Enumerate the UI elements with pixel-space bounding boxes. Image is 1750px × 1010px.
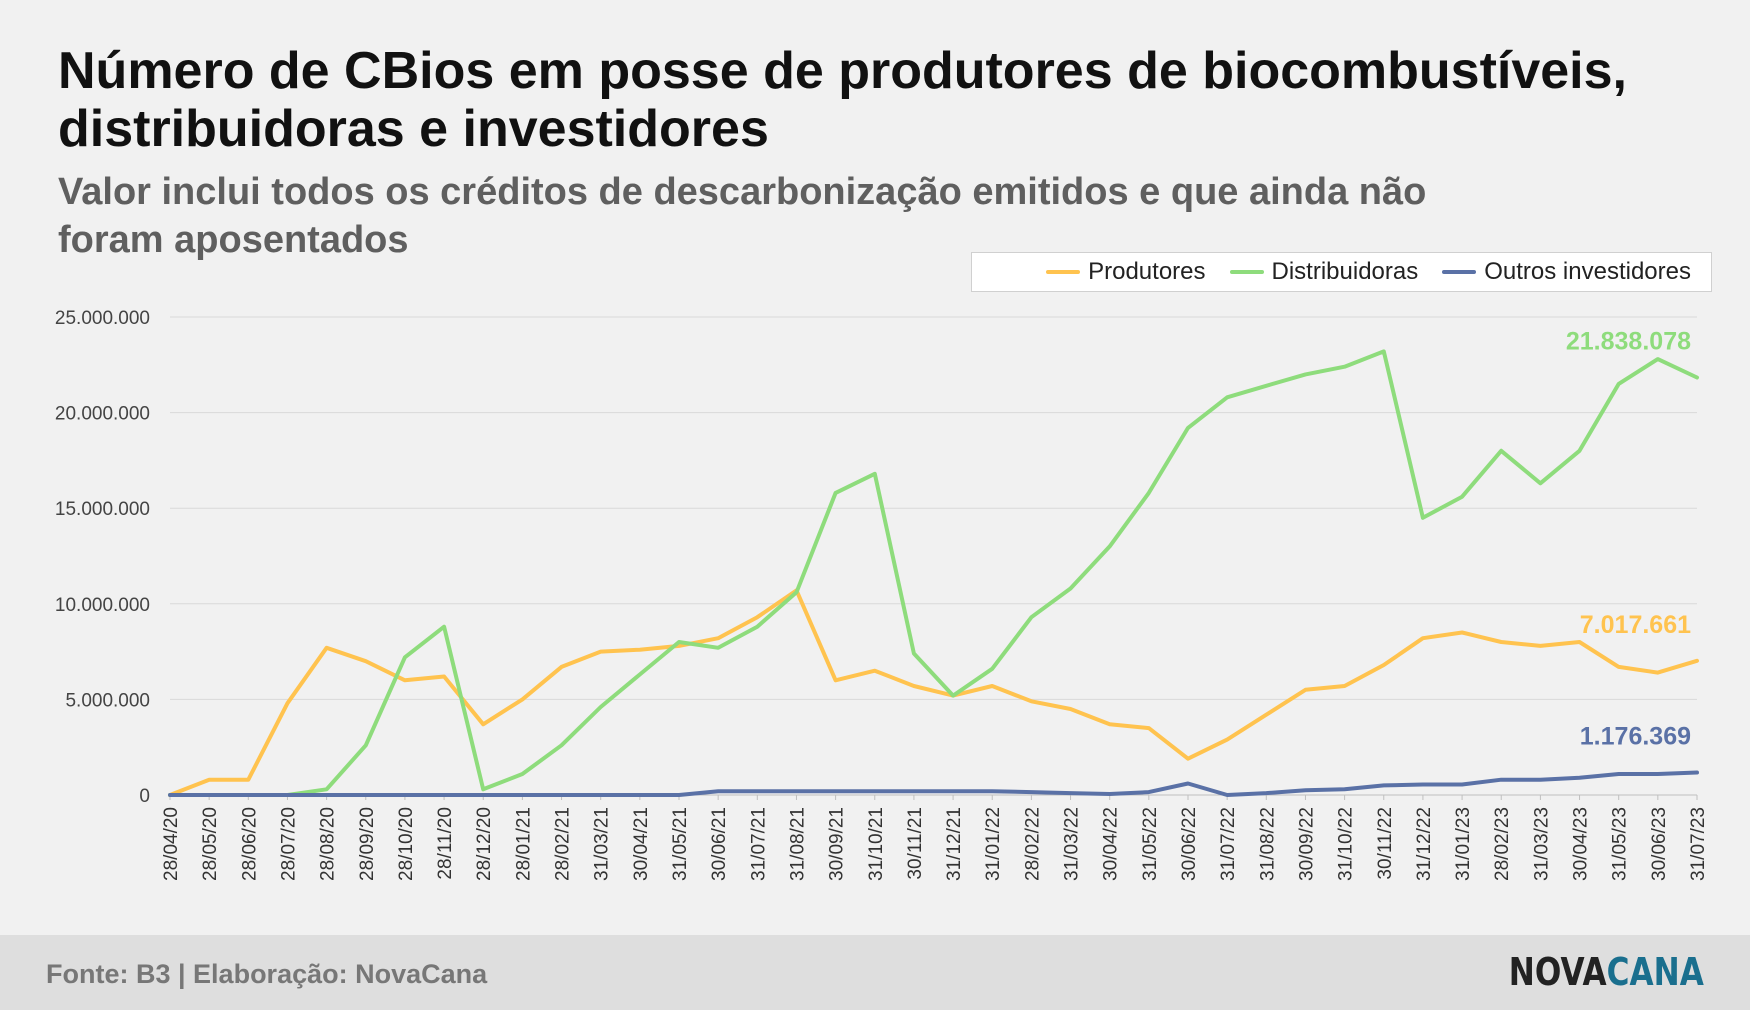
logo-part-cana: CANA	[1606, 950, 1704, 994]
x-tick-label: 30/11/22	[1375, 807, 1396, 880]
legend-item-produtores: Produtores	[1046, 258, 1206, 286]
x-tick-label: 30/06/21	[709, 807, 730, 881]
end-value-label: 21.838.078	[1566, 327, 1691, 355]
x-tick-label: 28/11/20	[435, 807, 456, 880]
footer: Fonte: B3 | Elaboração: NovaCana NOVACAN…	[0, 935, 1750, 1010]
x-tick-label: 30/04/22	[1101, 807, 1122, 881]
end-value-label: 7.017.661	[1580, 611, 1691, 639]
end-value-label: 1.176.369	[1580, 723, 1691, 751]
x-tick-label: 30/06/22	[1179, 807, 1200, 881]
chart-legend: Produtores Distribuidoras Outros investi…	[971, 252, 1712, 292]
x-tick-label: 28/08/20	[318, 807, 339, 881]
novacana-logo: NOVACANA	[1509, 949, 1704, 995]
legend-label-outros-investidores: Outros investidores	[1484, 258, 1691, 285]
x-tick-label: 31/01/22	[983, 807, 1004, 881]
legend-swatch-outros-investidores	[1442, 270, 1477, 274]
series-line-outros-investidores	[168, 770, 1699, 797]
x-tick-label: 28/10/20	[396, 807, 417, 881]
x-tick-label: 31/05/23	[1610, 807, 1631, 881]
x-tick-label: 28/02/23	[1492, 807, 1513, 881]
y-tick-label: 20.000.000	[55, 404, 150, 425]
x-tick-label: 28/06/20	[239, 807, 260, 881]
legend-label-distribuidoras: Distribuidoras	[1271, 258, 1419, 285]
x-tick-label: 28/01/21	[513, 807, 534, 881]
x-tick-label: 31/10/22	[1336, 807, 1357, 881]
x-tick-label: 31/03/21	[592, 807, 613, 881]
x-tick-label: 28/02/22	[1022, 807, 1043, 881]
x-tick-label: 30/09/21	[827, 807, 848, 881]
legend-swatch-produtores	[1046, 270, 1081, 274]
x-tick-label: 30/11/21	[905, 807, 926, 880]
y-tick-label: 5.000.000	[65, 690, 150, 711]
x-tick-label: 30/04/23	[1571, 807, 1592, 881]
y-tick-label: 15.000.000	[55, 499, 150, 520]
x-tick-label: 31/08/21	[787, 807, 808, 881]
chart-title: Número de CBios em posse de produtores d…	[58, 42, 1627, 158]
x-tick-label: 30/09/22	[1296, 807, 1317, 881]
x-tick-label: 28/05/20	[200, 807, 221, 881]
x-tick-label: 31/05/22	[1140, 807, 1161, 881]
x-tick-label: 31/03/23	[1531, 807, 1552, 881]
x-tick-label: 31/12/21	[944, 807, 965, 881]
x-tick-label: 31/07/21	[748, 807, 769, 881]
x-tick-label: 31/05/21	[670, 807, 691, 881]
source-text: Fonte: B3 | Elaboração: NovaCana	[46, 959, 488, 989]
x-tick-label: 28/07/20	[278, 807, 299, 881]
x-tick-label: 31/10/21	[866, 807, 887, 881]
legend-item-outros-investidores: Outros investidores	[1442, 258, 1691, 286]
x-tick-label: 30/04/21	[631, 807, 652, 881]
x-tick-label: 31/07/22	[1218, 807, 1239, 881]
x-tick-label: 28/02/21	[553, 807, 574, 881]
legend-label-produtores: Produtores	[1088, 258, 1206, 285]
legend-item-distribuidoras: Distribuidoras	[1229, 258, 1419, 286]
x-tick-label: 30/06/23	[1649, 807, 1670, 881]
x-tick-label: 28/04/20	[161, 807, 182, 881]
x-tick-label: 31/12/22	[1414, 807, 1435, 881]
x-tick-label: 28/12/20	[474, 807, 495, 881]
y-tick-label: 0	[139, 786, 150, 807]
y-tick-label: 25.000.000	[55, 308, 150, 329]
series-line-distribuidoras	[168, 349, 1699, 797]
y-tick-label: 10.000.000	[55, 595, 150, 616]
line-chart: 0 5.000.000 10.000.000 15.000.000 20.000.000…	[55, 308, 1709, 881]
x-tick-label: 31/08/22	[1257, 807, 1278, 881]
chart-subtitle: Valor inclui todos os créditos de descar…	[58, 171, 1427, 261]
x-tick-label: 28/09/20	[357, 807, 378, 881]
x-tick-label: 31/03/22	[1062, 807, 1083, 881]
x-tick-label: 31/01/23	[1453, 807, 1474, 881]
legend-swatch-distribuidoras	[1229, 270, 1264, 274]
logo-part-nova: NOVA	[1508, 950, 1607, 994]
x-tick-label: 31/07/23	[1688, 807, 1709, 881]
series-line-produtores	[168, 588, 1699, 797]
